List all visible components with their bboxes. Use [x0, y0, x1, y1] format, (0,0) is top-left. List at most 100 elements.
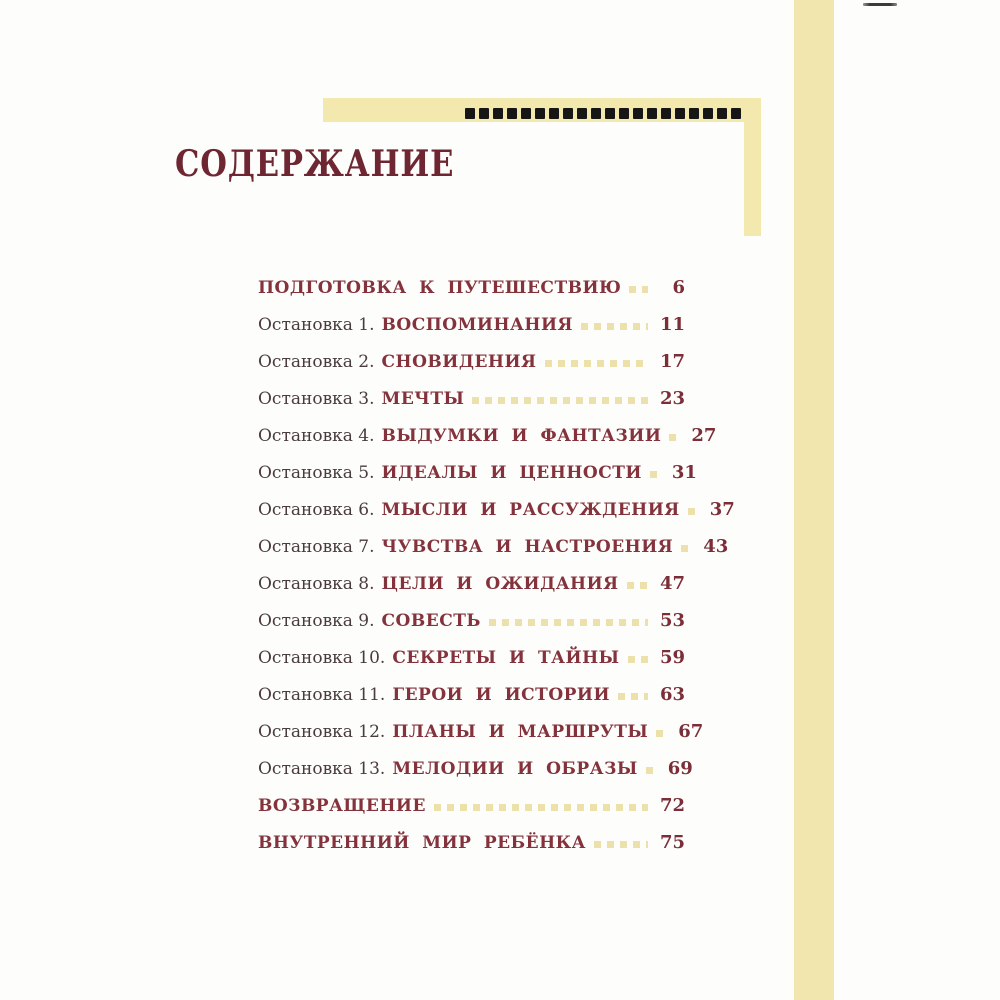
toc-entry-title: ИДЕАЛЫ И ЦЕННОСТИ	[381, 463, 642, 483]
toc-entry-prefix: Остановка 4.	[258, 426, 375, 446]
toc-entry-title: МЫСЛИ И РАССУЖДЕНИЯ	[381, 500, 680, 520]
ornament-square	[675, 108, 685, 119]
toc-entry-title: ПЛАНЫ И МАРШРУТЫ	[392, 722, 649, 742]
ornament-square	[647, 108, 657, 119]
ornament-square	[619, 108, 629, 119]
toc-entry: ПОДГОТОВКА К ПУТЕШЕСТВИЮ 6	[258, 277, 685, 314]
toc-entry: Остановка 11. ГЕРОИ И ИСТОРИИ 63	[258, 684, 685, 721]
toc-entry-title: ЦЕЛИ И ОЖИДАНИЯ	[381, 574, 619, 594]
ornament-square	[577, 108, 587, 119]
toc-entry-title: СОВЕСТЬ	[381, 611, 481, 631]
toc-entry-page-number: 37	[709, 499, 735, 520]
ornament-square	[703, 108, 713, 119]
toc-dot-leader	[593, 841, 648, 848]
toc-dot-leader	[433, 804, 648, 811]
toc-entry-title: ЧУВСТВА И НАСТРОЕНИЯ	[381, 537, 674, 557]
toc-entry-page-number: 27	[691, 425, 717, 446]
toc-list: ПОДГОТОВКА К ПУТЕШЕСТВИЮ 6 Остановка 1. …	[258, 277, 735, 869]
toc-entry-page-number: 69	[667, 758, 693, 779]
toc-entry-title: МЕЧТЫ	[381, 389, 465, 409]
toc-entry: Остановка 8. ЦЕЛИ И ОЖИДАНИЯ 47	[258, 573, 685, 610]
toc-dot-leader	[649, 471, 660, 478]
toc-entry-title: СНОВИДЕНИЯ	[381, 352, 537, 372]
toc-entry: ВОЗВРАЩЕНИЕ 72	[258, 795, 685, 832]
toc-dot-leader	[581, 323, 648, 330]
ornament-square	[591, 108, 601, 119]
header-yellow-corner-bar	[744, 98, 761, 236]
toc-entry-prefix: Остановка 2.	[258, 352, 375, 372]
toc-entry-page-number: 6	[672, 277, 685, 298]
toc-entry: Остановка 3. МЕЧТЫ 23	[258, 388, 685, 425]
toc-dot-leader	[472, 397, 648, 404]
toc-entry-page-number: 72	[659, 795, 685, 816]
toc-entry-prefix: Остановка 9.	[258, 611, 375, 631]
toc-dot-leader	[618, 693, 648, 700]
page-edge-stripe	[794, 0, 834, 1000]
ornament-square	[731, 108, 741, 119]
toc-dot-leader	[645, 767, 656, 774]
toc-entry-prefix: Остановка 10.	[258, 648, 386, 668]
toc-entry-title: СЕКРЕТЫ И ТАЙНЫ	[392, 648, 620, 668]
toc-entry-prefix: Остановка 3.	[258, 389, 375, 409]
toc-dot-leader	[544, 360, 648, 367]
toc-entry-page-number: 23	[659, 388, 685, 409]
page-title: СОДЕРЖАНИЕ	[175, 143, 455, 185]
toc-entry: Остановка 5. ИДЕАЛЫ И ЦЕННОСТИ 31	[258, 462, 697, 499]
toc-entry-prefix: Остановка 11.	[258, 685, 386, 705]
toc-entry-page-number: 53	[659, 610, 685, 631]
toc-entry: Остановка 2. СНОВИДЕНИЯ 17	[258, 351, 685, 388]
toc-entry-title: ВОСПОМИНАНИЯ	[381, 315, 574, 335]
header-squares-ornament	[465, 108, 741, 119]
toc-dot-leader	[629, 286, 648, 293]
toc-entry-title: ВЫДУМКИ И ФАНТАЗИИ	[381, 426, 662, 446]
toc-entry: Остановка 6. МЫСЛИ И РАССУЖДЕНИЯ 37	[258, 499, 735, 536]
ornament-square	[479, 108, 489, 119]
toc-entry-title: ВОЗВРАЩЕНИЕ	[258, 796, 426, 816]
toc-entry-page-number: 67	[678, 721, 704, 742]
scan-artifact-dash	[863, 3, 897, 6]
toc-entry-page-number: 43	[703, 536, 729, 557]
ornament-square	[633, 108, 643, 119]
ornament-square	[689, 108, 699, 119]
toc-entry: Остановка 12. ПЛАНЫ И МАРШРУТЫ 67	[258, 721, 703, 758]
toc-entry-prefix: Остановка 5.	[258, 463, 375, 483]
toc-entry: ВНУТРЕННИЙ МИР РЕБЁНКА 75	[258, 832, 685, 869]
toc-entry-title: ГЕРОИ И ИСТОРИИ	[392, 685, 611, 705]
toc-entry: Остановка 1. ВОСПОМИНАНИЯ 11	[258, 314, 685, 351]
ornament-square	[465, 108, 475, 119]
toc-entry-page-number: 31	[671, 462, 697, 483]
toc-entry: Остановка 10. СЕКРЕТЫ И ТАЙНЫ 59	[258, 647, 685, 684]
ornament-square	[549, 108, 559, 119]
toc-dot-leader	[669, 434, 680, 441]
toc-entry-prefix: Остановка 7.	[258, 537, 375, 557]
ornament-square	[535, 108, 545, 119]
toc-entry-page-number: 59	[659, 647, 685, 668]
ornament-square	[521, 108, 531, 119]
toc-entry: Остановка 9. СОВЕСТЬ 53	[258, 610, 685, 647]
toc-entry-prefix: Остановка 6.	[258, 500, 375, 520]
toc-dot-leader	[687, 508, 698, 515]
toc-dot-leader	[627, 656, 648, 663]
toc-entry: Остановка 13. МЕЛОДИИ И ОБРАЗЫ 69	[258, 758, 693, 795]
toc-entry-prefix: Остановка 12.	[258, 722, 386, 742]
ornament-square	[507, 108, 517, 119]
ornament-square	[717, 108, 727, 119]
toc-dot-leader	[656, 730, 667, 737]
toc-entry-title: ВНУТРЕННИЙ МИР РЕБЁНКА	[258, 833, 586, 853]
ornament-square	[563, 108, 573, 119]
toc-entry: Остановка 7. ЧУВСТВА И НАСТРОЕНИЯ 43	[258, 536, 728, 573]
toc-dot-leader	[681, 545, 692, 552]
ornament-square	[661, 108, 671, 119]
toc-entry-page-number: 11	[659, 314, 685, 335]
ornament-square	[493, 108, 503, 119]
toc-entry: Остановка 4. ВЫДУМКИ И ФАНТАЗИИ 27	[258, 425, 716, 462]
toc-entry-title: ПОДГОТОВКА К ПУТЕШЕСТВИЮ	[258, 278, 622, 298]
toc-entry-prefix: Остановка 1.	[258, 315, 375, 335]
ornament-square	[605, 108, 615, 119]
toc-entry-page-number: 63	[659, 684, 685, 705]
toc-dot-leader	[488, 619, 648, 626]
toc-entry-prefix: Остановка 13.	[258, 759, 386, 779]
toc-entry-prefix: Остановка 8.	[258, 574, 375, 594]
toc-dot-leader	[626, 582, 648, 589]
